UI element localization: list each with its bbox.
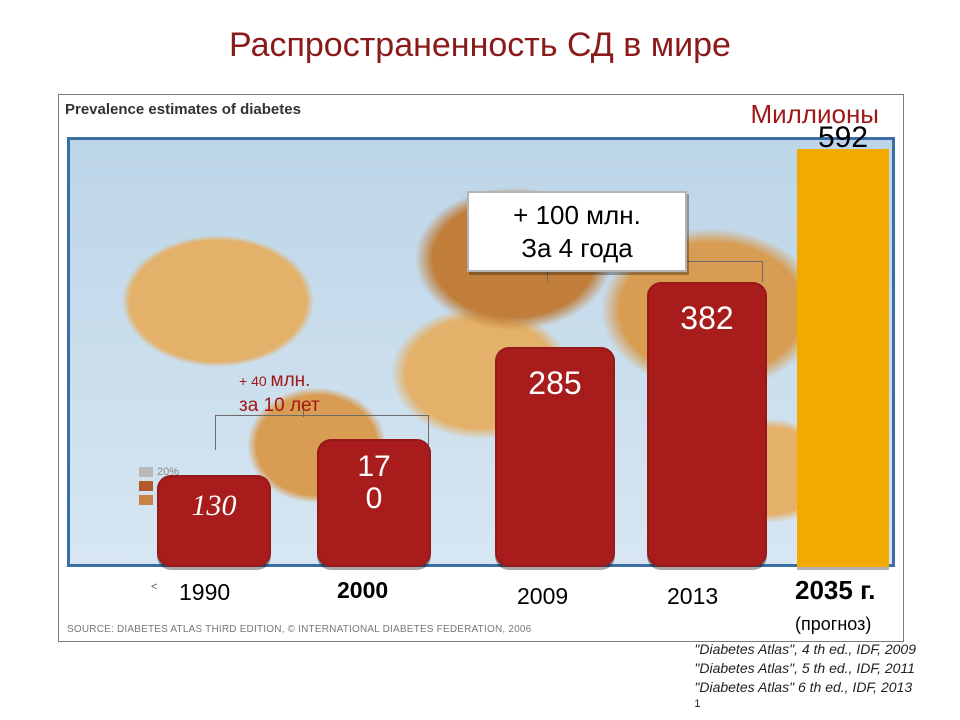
annotation-100-line1: + 100 млн. bbox=[479, 199, 675, 232]
bar-value: 592 bbox=[797, 121, 889, 155]
citation-line: "Diabetes Atlas", 4 th ed., IDF, 2009 bbox=[694, 640, 916, 659]
bar-2009: 285 bbox=[495, 347, 615, 567]
page-title: Распространенность СД в мире bbox=[0, 26, 960, 65]
bar-2013: 382 bbox=[647, 282, 767, 567]
x-label-2035-sub: (прогноз) bbox=[795, 614, 871, 634]
bar-2000: 17 0 bbox=[317, 439, 431, 567]
inner-title: Prevalence estimates of diabetes bbox=[65, 101, 301, 129]
x-label-2000: 2000 bbox=[337, 577, 388, 604]
x-label-2013: 2013 bbox=[667, 583, 718, 610]
x-label-2035-year: 2035 г. bbox=[795, 575, 876, 605]
bar-value: 130 bbox=[157, 489, 271, 523]
source-caption: SOURCE: DIABETES ATLAS THIRD EDITION, © … bbox=[67, 624, 531, 635]
annotation-100mln: + 100 млн. За 4 года bbox=[467, 191, 687, 272]
bar-1990: 130 bbox=[157, 475, 271, 567]
bar-2035: 592 bbox=[797, 149, 889, 567]
annotation-100-line2: За 4 года bbox=[479, 232, 675, 265]
bar-value: 382 bbox=[647, 300, 767, 337]
citations: "Diabetes Atlas", 4 th ed., IDF, 2009 "D… bbox=[694, 640, 916, 712]
citation-line: "Diabetes Atlas", 5 th ed., IDF, 2011 bbox=[694, 659, 916, 678]
x-label-2035: 2035 г. (прогноз) bbox=[795, 575, 876, 637]
bar-chart: + 40 млн. за 10 лет + 100 млн. За 4 года… bbox=[67, 137, 895, 577]
x-label-1990: 1990 bbox=[179, 579, 230, 606]
slide: Распространенность СД в мире Prevalence … bbox=[0, 0, 960, 720]
bar-value: 17 0 bbox=[317, 451, 431, 514]
legend-lt-symbol: < bbox=[151, 581, 157, 593]
chart-frame: Prevalence estimates of diabetes Миллион… bbox=[58, 94, 904, 642]
x-label-2009: 2009 bbox=[517, 583, 568, 610]
citation-line: "Diabetes Atlas" 6 th ed., IDF, 2013 bbox=[694, 678, 916, 697]
bar-value: 285 bbox=[495, 365, 615, 402]
annotation-40mln: + 40 млн. за 10 лет bbox=[239, 369, 389, 418]
citation-footnote: 1 bbox=[694, 697, 916, 712]
